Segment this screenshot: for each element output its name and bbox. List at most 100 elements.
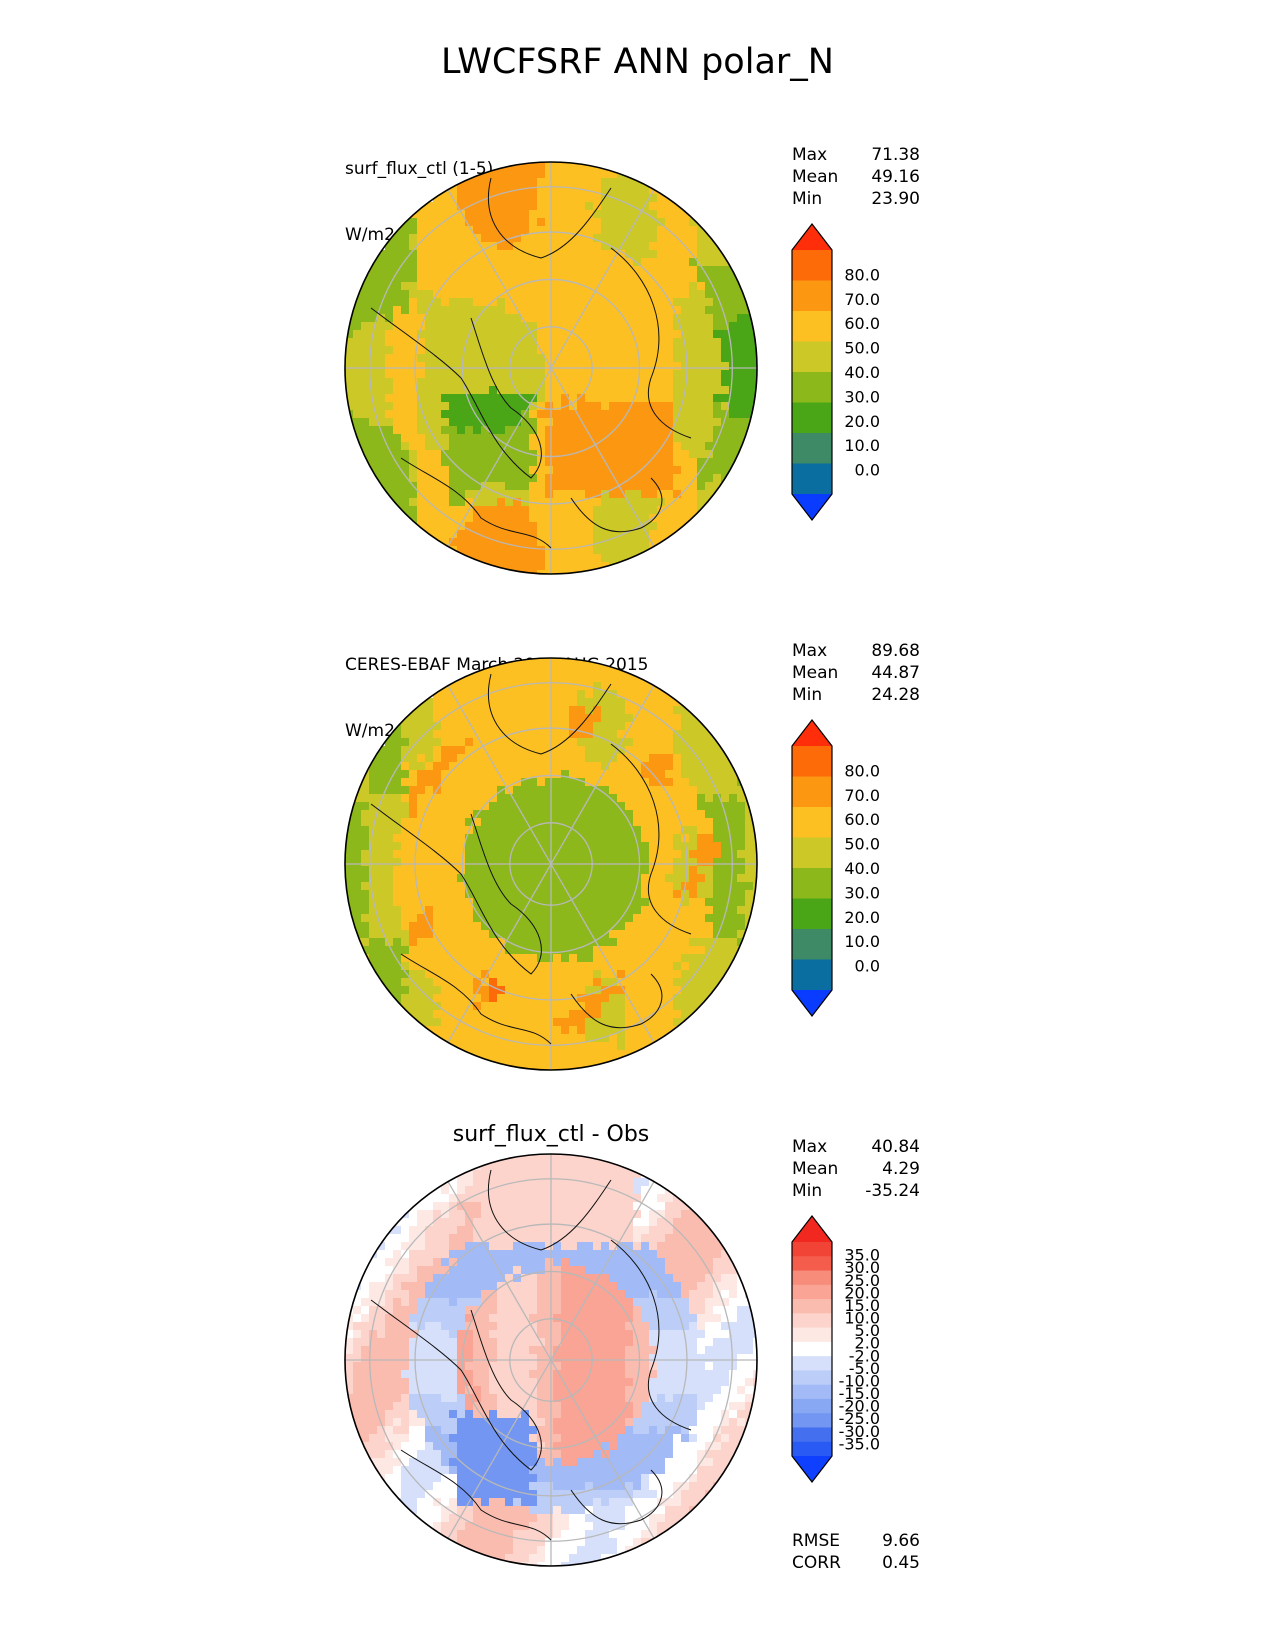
colorbar-tick-label: -35.0 xyxy=(839,1434,880,1453)
colorbar-tick-label: 70.0 xyxy=(844,786,880,805)
colorbar-extend-top xyxy=(792,720,832,746)
coastline xyxy=(487,1169,612,1251)
coastline xyxy=(487,673,612,755)
coastline xyxy=(610,743,692,935)
colorbar-tick-label: 80.0 xyxy=(844,265,880,284)
colorbar-tick-label: -2.0 xyxy=(849,1346,880,1365)
colorbar-segment xyxy=(792,1270,832,1286)
panel-model: surf_flux_ctl (1-5) W/m2 Max 71.38 Mean 49… xyxy=(0,0,1275,580)
min-label: Min xyxy=(792,189,823,209)
map-boundary xyxy=(344,161,758,575)
colorbar-segment xyxy=(792,1299,832,1314)
corr-label: CORR xyxy=(792,1553,841,1573)
colorbar-tick-label: -15.0 xyxy=(839,1384,880,1403)
colorbar-extend-bottom xyxy=(792,494,832,520)
colorbar-tick-label: 10.0 xyxy=(844,932,880,951)
map-field xyxy=(345,1154,757,1566)
colorbar-tick-label: 0.0 xyxy=(855,461,880,480)
map-field xyxy=(345,162,757,574)
colorbar-segment xyxy=(792,1356,832,1371)
colorbar-tick-label: 10.0 xyxy=(844,436,880,455)
colorbar-segment xyxy=(792,929,832,960)
mean-label: Mean xyxy=(792,167,839,187)
max-value: 89.68 xyxy=(871,641,920,661)
map-boundary xyxy=(344,1153,758,1567)
min-value: 24.28 xyxy=(871,685,920,705)
colorbar-tick-label: 50.0 xyxy=(844,835,880,854)
polar-map-model xyxy=(344,161,758,575)
corr-value: 0.45 xyxy=(882,1553,920,1573)
rmse-label: RMSE xyxy=(792,1531,841,1551)
colorbar-tick-label: -10.0 xyxy=(839,1371,880,1390)
max-label: Max xyxy=(792,145,828,165)
colorbar-model: 80.0 70.0 60.0 50.0 40.0 30.0 20.0 10.0 0.0 xyxy=(791,223,880,521)
colorbar-tick-label: 40.0 xyxy=(844,859,880,878)
colorbar-segment xyxy=(792,868,832,899)
colorbar-segment xyxy=(792,959,832,991)
min-value: 23.90 xyxy=(871,189,920,209)
panel-title-diff: surf_flux_ctl - Obs xyxy=(452,1122,650,1147)
colorbar-tick-label: 15.0 xyxy=(844,1296,880,1315)
max-value: 71.38 xyxy=(871,145,920,165)
max-label: Max xyxy=(792,641,828,661)
coastline xyxy=(570,1469,663,1525)
min-value: -35.24 xyxy=(865,1181,920,1201)
colorbar-segment xyxy=(792,372,832,403)
colorbar-tick-label: 80.0 xyxy=(844,761,880,780)
colorbar-segment xyxy=(792,776,832,808)
colorbar-segment xyxy=(792,807,832,838)
colorbar-segment xyxy=(792,837,832,869)
colorbar-segment xyxy=(792,311,832,342)
coastline xyxy=(400,953,552,1045)
colorbar-segment xyxy=(792,1284,832,1300)
polar-map-obs xyxy=(344,657,758,1071)
colorbar-segment xyxy=(792,280,832,312)
coastline xyxy=(610,1239,692,1431)
stats-box-skill: RMSE 9.66 CORR 0.45 xyxy=(792,1530,920,1574)
colorbar-segment xyxy=(792,898,832,930)
mean-label: Mean xyxy=(792,1159,839,1179)
stats-box-model: Max 71.38 Mean 49.16 Min 23.90 xyxy=(792,144,920,210)
coastline xyxy=(400,1449,552,1541)
mean-value: 49.16 xyxy=(871,167,920,187)
coastline xyxy=(370,307,542,479)
colorbar-segment xyxy=(792,1256,832,1272)
colorbar-segment xyxy=(792,1441,832,1457)
colorbar-segment xyxy=(792,746,832,777)
coastline xyxy=(570,477,663,533)
colorbar-tick-label: 10.0 xyxy=(844,1309,880,1328)
colorbar-extend-top xyxy=(792,224,832,250)
colorbar-tick-label: 0.0 xyxy=(855,957,880,976)
coastline xyxy=(400,457,552,549)
map-boundary xyxy=(344,657,758,1071)
colorbar-tick-label: 60.0 xyxy=(844,810,880,829)
colorbar-segment xyxy=(792,341,832,373)
mean-value: 44.87 xyxy=(871,663,920,683)
rmse-value: 9.66 xyxy=(882,1531,920,1551)
colorbar-segment xyxy=(792,1313,832,1329)
colorbar-segment xyxy=(792,1427,832,1443)
colorbar-tick-label: -20.0 xyxy=(839,1397,880,1416)
colorbar-tick-label: 5.0 xyxy=(855,1321,880,1340)
colorbar-tick-label: 60.0 xyxy=(844,314,880,333)
coastline xyxy=(370,803,542,975)
colorbar-segment xyxy=(792,433,832,464)
colorbar-segment xyxy=(792,1384,832,1400)
colorbar-segment xyxy=(792,402,832,434)
min-label: Min xyxy=(792,1181,823,1201)
coastline xyxy=(570,973,663,1029)
colorbar-tick-label: 50.0 xyxy=(844,339,880,358)
figure-title: LWCFSRF ANN polar_N xyxy=(441,42,834,82)
colorbar-outline xyxy=(791,223,833,521)
colorbar-segment xyxy=(792,250,832,281)
max-value: 40.84 xyxy=(871,1137,920,1157)
colorbar-segment xyxy=(792,1341,832,1357)
colorbar-segment xyxy=(792,1242,832,1257)
colorbar-tick-label: 20.0 xyxy=(844,412,880,431)
mean-label: Mean xyxy=(792,663,839,683)
colorbar-tick-label: -5.0 xyxy=(849,1359,880,1378)
min-label: Min xyxy=(792,685,823,705)
colorbar-obs: 80.0 70.0 60.0 50.0 40.0 30.0 20.0 10.0 0.0 xyxy=(791,719,880,1017)
stats-box-obs: Max 89.68 Mean 44.87 Min 24.28 xyxy=(792,640,920,706)
